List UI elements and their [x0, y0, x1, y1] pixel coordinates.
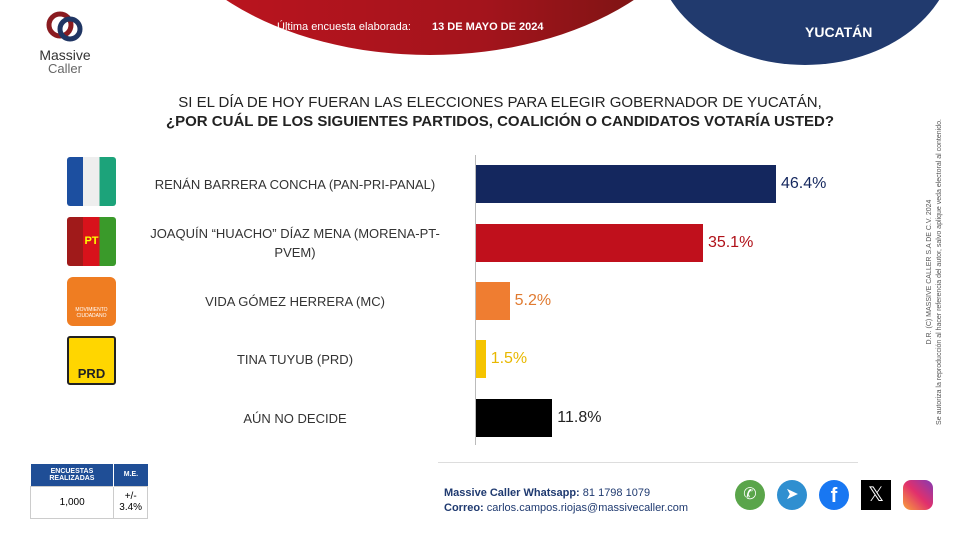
- massive-caller-logo: Massive Caller: [30, 10, 100, 75]
- telegram-icon[interactable]: ➤: [777, 480, 807, 510]
- stats-surveys-value: 1,000: [30, 486, 115, 518]
- whatsapp-number[interactable]: 81 1798 1079: [582, 487, 651, 499]
- category-label: VIDA GÓMEZ HERRERA (MC): [205, 294, 385, 309]
- stats-header-surveys: ENCUESTAS REALIZADAS: [30, 464, 115, 486]
- brand-line2: Caller: [48, 61, 82, 76]
- contact-info: Massive Caller Whatsapp: 81 1798 1079 Co…: [444, 486, 688, 516]
- bar: [476, 165, 776, 203]
- footer-divider: [438, 462, 858, 463]
- morena-pt-pvem-logo: PT: [67, 217, 116, 266]
- mc-logo: MOVIMIENTO CIUDADANO: [67, 277, 116, 326]
- data-label: 11.8%: [557, 409, 602, 426]
- category-label: JOAQUÍN “HUACHO” DÍAZ MENA (MORENA-PT-PV…: [150, 226, 440, 260]
- header-red-band: [150, 0, 710, 55]
- email-label: Correo:: [444, 502, 484, 514]
- facebook-icon[interactable]: f: [819, 480, 849, 510]
- stats-header-me: M.E.: [123, 471, 139, 479]
- x-icon[interactable]: 𝕏: [861, 480, 891, 510]
- social-icons: ✆ ➤ f 𝕏: [735, 480, 933, 510]
- category-label: TINA TUYUB (PRD): [236, 352, 354, 367]
- category-label: AÚN NO DECIDE: [243, 411, 347, 426]
- prd-logo-text: PRD: [77, 366, 106, 381]
- legal-notice: D.R. (C) MASSIVE CALLER S.A DE C.V. 2024…: [925, 42, 945, 502]
- instagram-icon[interactable]: [903, 480, 933, 510]
- bar: [476, 399, 553, 437]
- data-label: 5.2%: [514, 292, 552, 309]
- whatsapp-icon[interactable]: ✆: [735, 480, 765, 510]
- data-label: 35.1%: [707, 234, 754, 251]
- email-link[interactable]: carlos.campos.riojas@massivecaller.com: [486, 502, 689, 514]
- question-line2: ¿POR CUÁL DE LOS SIGUIENTES PARTIDOS, CO…: [165, 113, 835, 130]
- data-label: 1.5%: [490, 350, 528, 367]
- pt-logo-text: PT: [84, 235, 99, 247]
- question-line1: SI EL DÍA DE HOY FUERAN LAS ELECCIONES P…: [178, 94, 822, 111]
- legal-line2: Se autoriza la reproducción al hacer ref…: [936, 119, 943, 425]
- survey-label: Última encuesta elaborada:: [277, 21, 411, 33]
- stats-me-value: +/- 3.4%: [119, 491, 143, 513]
- stats-table: ENCUESTAS REALIZADAS M.E. 1,000 +/- 3.4%: [30, 464, 148, 519]
- category-label: RENÁN BARRERA CONCHA (PAN-PRI-PANAL): [154, 177, 436, 192]
- bar: [476, 340, 486, 378]
- bar: [476, 282, 510, 320]
- mc-logo-text: MOVIMIENTO CIUDADANO: [75, 307, 108, 319]
- legal-line1: D.R. (C) MASSIVE CALLER S.A DE C.V. 2024: [926, 199, 933, 345]
- logo-icon: [46, 11, 83, 42]
- prd-logo: PRD: [67, 336, 116, 385]
- bar: [476, 224, 703, 262]
- whatsapp-label: Massive Caller Whatsapp:: [444, 487, 580, 499]
- data-label: 46.4%: [781, 175, 827, 192]
- brand-line1: Massive: [39, 47, 91, 63]
- pan-pri-panal-logo: [67, 157, 116, 206]
- chart-axis: [475, 155, 476, 445]
- survey-date: 13 DE MAYO DE 2024: [432, 21, 544, 33]
- region-title: YUCATÁN: [805, 24, 873, 40]
